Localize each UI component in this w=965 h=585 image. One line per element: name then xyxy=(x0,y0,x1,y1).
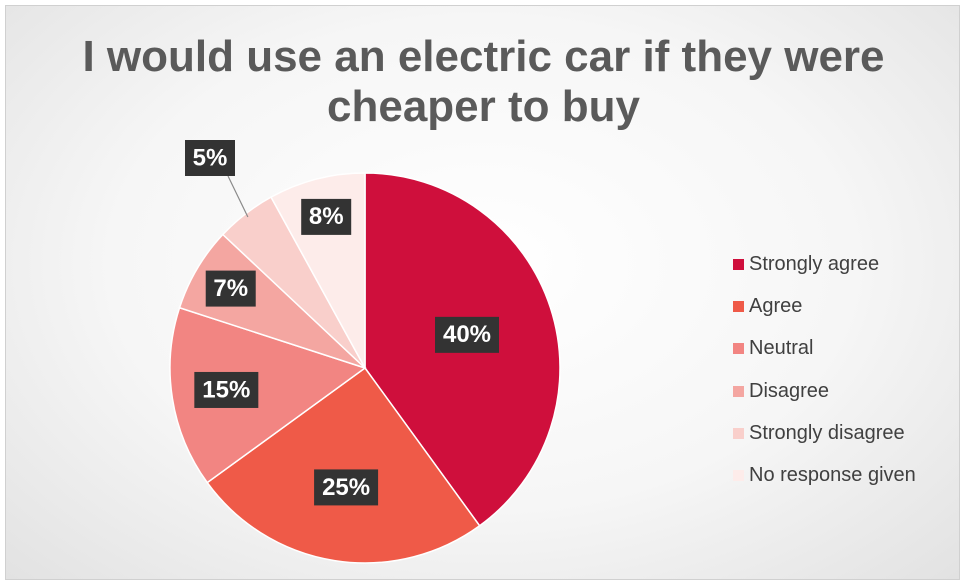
data-label-text: 7% xyxy=(213,275,248,302)
legend-label: Neutral xyxy=(749,337,814,360)
data-label-box xyxy=(435,316,500,353)
legend-item: Strongly disagree xyxy=(733,420,916,448)
legend: Strongly agree Agree Neutral Disagree St… xyxy=(733,250,916,504)
legend-swatch xyxy=(733,343,744,355)
legend-label: Disagree xyxy=(749,379,830,402)
data-label: 25% xyxy=(314,469,379,506)
legend-item: Neutral xyxy=(733,335,916,363)
legend-swatch xyxy=(733,428,744,440)
leader-line xyxy=(227,175,249,218)
data-label: 7% xyxy=(205,270,256,307)
data-label-text: 15% xyxy=(202,376,250,403)
legend-swatch xyxy=(733,258,744,270)
data-label: 40% xyxy=(435,316,500,353)
legend-swatch xyxy=(733,385,744,397)
data-label-text: 40% xyxy=(443,321,491,348)
legend-item: Disagree xyxy=(733,377,916,405)
legend-label: Strongly agree xyxy=(749,252,880,275)
data-label-box xyxy=(185,140,235,176)
data-label: 8% xyxy=(301,198,352,235)
data-label: 15% xyxy=(194,371,259,408)
legend-label: Strongly disagree xyxy=(749,422,905,445)
chart-area: I would use an electric car if they were… xyxy=(5,5,960,580)
data-label-text: 5% xyxy=(193,144,228,171)
pie-slice xyxy=(206,366,481,564)
data-label-text: 25% xyxy=(322,474,370,501)
data-label-box xyxy=(301,198,352,235)
legend-swatch xyxy=(733,300,744,312)
legend-item: Strongly agree xyxy=(733,250,916,278)
legend-swatch xyxy=(733,470,744,482)
legend-label: No response given xyxy=(749,464,916,487)
data-label-text: 8% xyxy=(309,203,344,230)
legend-item: Agree xyxy=(733,292,916,320)
data-label-box xyxy=(314,469,379,506)
legend-item: No response given xyxy=(733,462,916,490)
data-label-box xyxy=(205,270,256,307)
chart-title: I would use an electric car if they were… xyxy=(82,32,885,131)
legend-label: Agree xyxy=(749,294,803,317)
pie-chart: 40% 25% 15% 7% 5% 8% xyxy=(169,140,561,564)
pie-slice xyxy=(169,306,367,484)
data-label-box xyxy=(194,371,259,408)
data-label: 5% xyxy=(185,140,235,176)
